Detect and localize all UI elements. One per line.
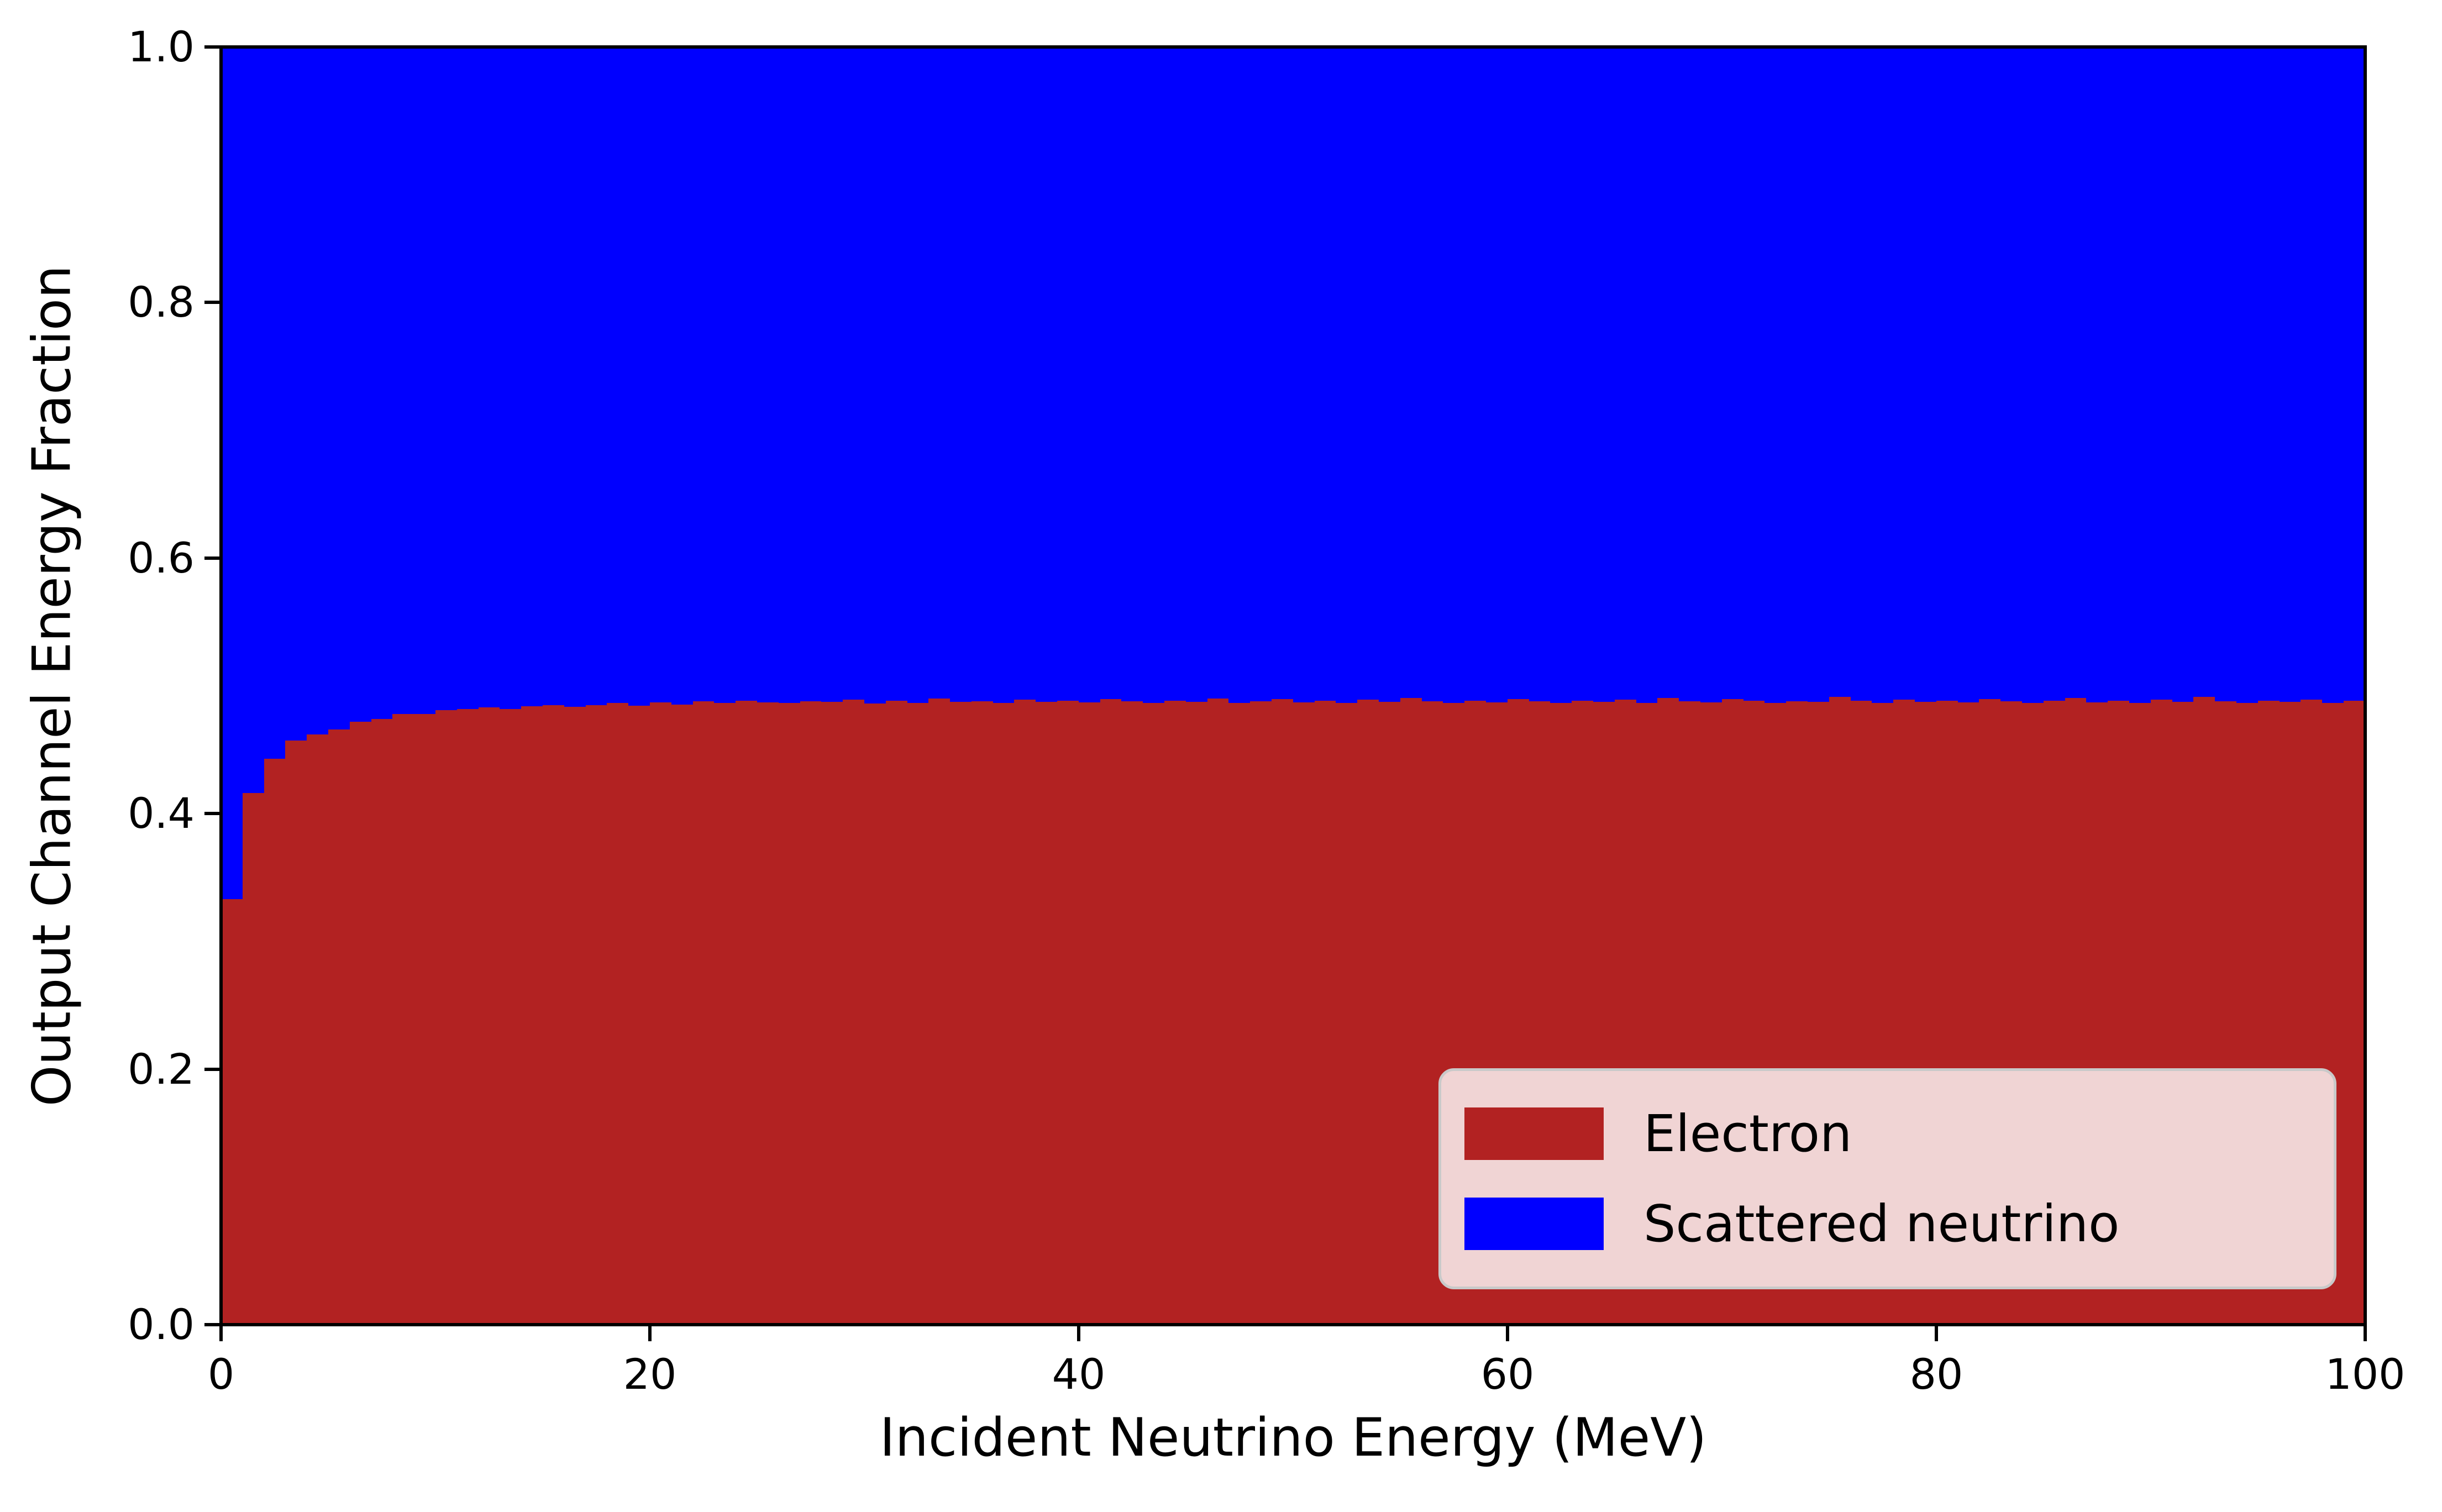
bar-segment [1121, 701, 1143, 1325]
bar-segment [307, 734, 328, 1325]
x-tick-label: 100 [2325, 1350, 2406, 1399]
y-axis-label: Output Channel Energy Fraction [22, 265, 83, 1107]
legend: Electron Scattered neutrino [1438, 1068, 2336, 1289]
legend-label-electron: Electron [1643, 1104, 1852, 1163]
bar-segment [692, 701, 715, 1325]
bar-segment [907, 703, 929, 1325]
x-tick-label: 80 [1909, 1350, 1963, 1399]
bar-segment [1357, 700, 1379, 1325]
bar-segment [714, 703, 736, 1325]
x-tick-label: 60 [1480, 1350, 1535, 1399]
legend-entry-electron: Electron [1464, 1107, 2334, 1160]
y-tick-label: 1.0 [128, 22, 195, 71]
bar-segment [864, 704, 886, 1325]
x-axis-tick [648, 1325, 652, 1341]
bar-segment [1143, 703, 1165, 1325]
bar-segment [1272, 699, 1293, 1325]
x-axis-tick [219, 1325, 223, 1341]
bar-segment [1014, 700, 1036, 1325]
x-tick-label: 0 [207, 1350, 235, 1399]
x-axis-tick [1935, 1325, 1938, 1341]
bar-segment [264, 758, 286, 1325]
bar-segment [2343, 700, 2365, 1325]
y-axis-tick [204, 556, 221, 560]
bar-segment [1164, 700, 1186, 1325]
bar-segment [521, 706, 543, 1325]
x-axis-label: Incident Neutrino Energy (MeV) [879, 1408, 1707, 1468]
legend-swatch-scattered-neutrino [1464, 1198, 1604, 1250]
bar-segment [1250, 701, 1272, 1325]
bar-segment [564, 707, 586, 1325]
bar-segment [371, 719, 393, 1325]
bar-segment [478, 707, 500, 1325]
legend-swatch-electron [1464, 1107, 1604, 1160]
bar-segment [1314, 700, 1336, 1325]
bar-segment [607, 703, 629, 1325]
bar-segment [971, 701, 993, 1325]
y-axis-tick [204, 1067, 221, 1071]
y-axis-tick [204, 301, 221, 305]
x-axis-tick [2364, 1325, 2367, 1341]
y-tick-label: 0.6 [128, 533, 195, 582]
bar-segment [500, 708, 522, 1325]
bar-segment [435, 710, 457, 1325]
bar-segment [328, 729, 350, 1325]
bar-segment [456, 708, 479, 1325]
bar-segment [1185, 701, 1207, 1325]
bar-segment [778, 703, 800, 1325]
bar-segment [1293, 702, 1315, 1325]
bar-segment [585, 705, 607, 1325]
plot-area: 0 20 40 60 80 100 0.0 0.2 0.4 0.6 0.8 1.0 Incident… [22, 26, 2406, 1464]
y-tick-label: 0.2 [128, 1044, 195, 1094]
bar-segment [628, 705, 650, 1325]
bar-segment [885, 700, 907, 1325]
bar-segment [992, 703, 1015, 1325]
x-tick-label: 20 [623, 1350, 677, 1399]
bar-segment [349, 721, 371, 1325]
bar-segment [649, 702, 671, 1325]
bar-segment [1336, 703, 1358, 1325]
bar-segment [1207, 699, 1229, 1325]
bar-segment [1400, 697, 1422, 1325]
bar-segment [928, 699, 950, 1325]
bar-segment [736, 700, 757, 1325]
bar-segment [1057, 700, 1079, 1325]
bar-segment [285, 741, 307, 1325]
y-axis-tick [204, 812, 221, 816]
bar-segment [757, 702, 779, 1325]
bar-segment [1078, 702, 1100, 1325]
bar-segment [392, 713, 414, 1325]
bar-segment [414, 713, 435, 1325]
bar-segment [1100, 699, 1122, 1325]
y-axis-tick [204, 1323, 221, 1326]
bar-segment [542, 705, 564, 1325]
bar-segment [950, 701, 971, 1325]
y-tick-label: 0.8 [128, 277, 195, 327]
bar-segment [1379, 701, 1400, 1325]
bar-segment [821, 701, 843, 1325]
bar-segment [1228, 703, 1251, 1325]
y-tick-label: 0.0 [128, 1300, 195, 1349]
bar-segment [1036, 701, 1058, 1325]
legend-label-scattered-neutrino: Scattered neutrino [1643, 1194, 2120, 1253]
bar-segment [671, 704, 693, 1325]
x-axis-tick [1077, 1325, 1080, 1341]
bar-segment [221, 899, 243, 1325]
x-axis-tick [1506, 1325, 1509, 1341]
bar-segment [800, 701, 822, 1325]
bar-segment [242, 793, 264, 1325]
bar-segment [843, 700, 864, 1325]
y-tick-label: 0.4 [128, 789, 195, 838]
y-axis-tick [204, 45, 221, 49]
legend-entry-scattered-neutrino: Scattered neutrino [1464, 1198, 2334, 1250]
x-tick-label: 40 [1052, 1350, 1106, 1399]
